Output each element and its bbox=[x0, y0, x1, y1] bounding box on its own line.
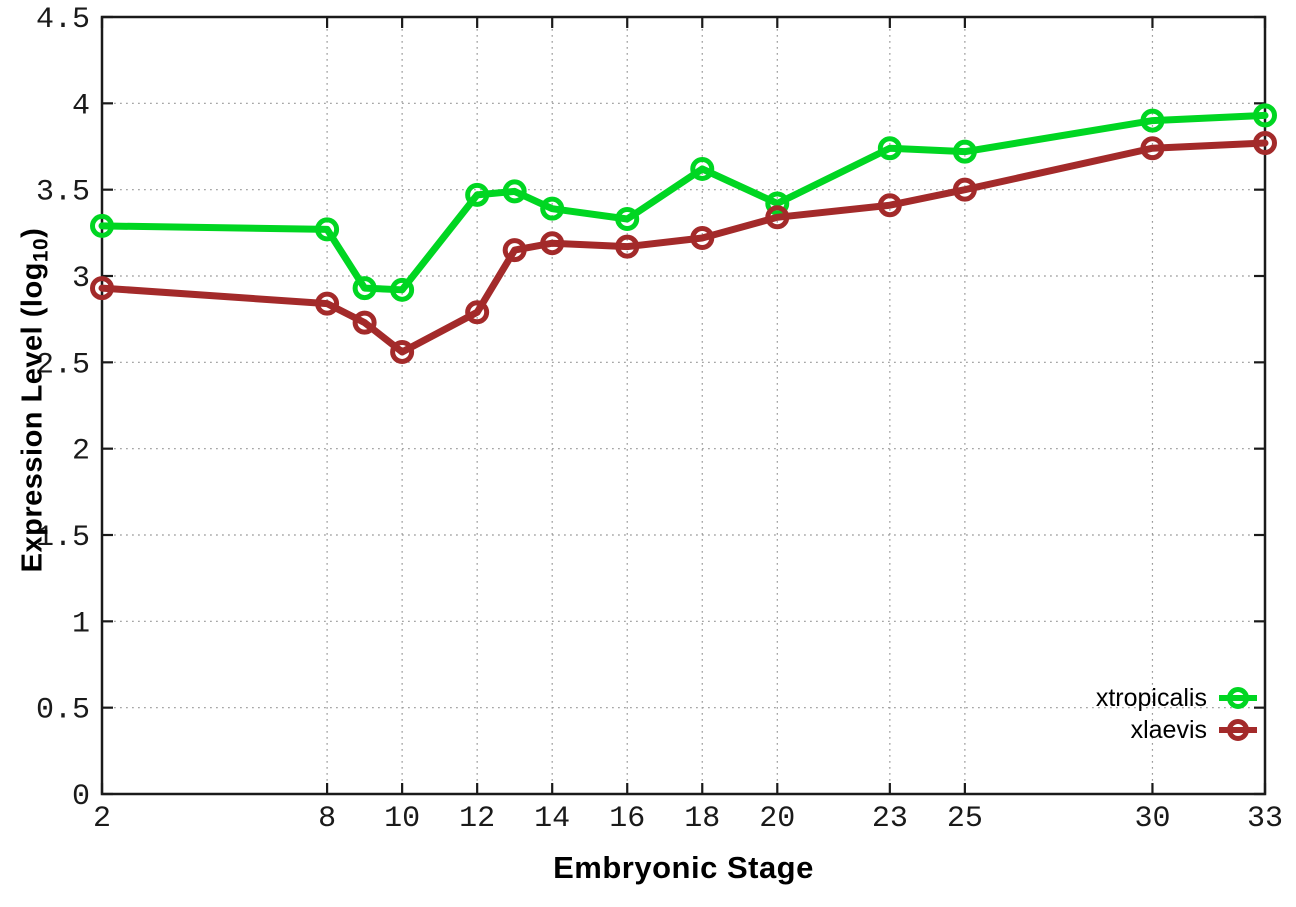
tick-marks bbox=[100, 15, 1267, 796]
data-point-xtropicalis bbox=[877, 136, 902, 161]
data-point-xtropicalis bbox=[315, 217, 340, 242]
data-point-xlaevis bbox=[315, 291, 340, 316]
data-point-xlaevis bbox=[765, 205, 790, 230]
data-point-xtropicalis bbox=[952, 139, 977, 164]
x-tick-label: 33 bbox=[1247, 802, 1283, 836]
x-tick-label: 20 bbox=[759, 802, 795, 836]
data-point-xlaevis bbox=[877, 193, 902, 218]
y-axis-title-main: Expression Level (log bbox=[16, 262, 49, 573]
series-xtropicalis bbox=[90, 103, 1277, 302]
data-point-xtropicalis bbox=[390, 277, 415, 302]
data-point-xlaevis bbox=[690, 226, 715, 251]
data-point-xtropicalis bbox=[615, 207, 640, 232]
data-point-xtropicalis bbox=[502, 179, 527, 204]
data-point-xlaevis bbox=[465, 300, 490, 325]
data-point-xlaevis bbox=[390, 339, 415, 364]
x-tick-label: 14 bbox=[534, 802, 570, 836]
legend-label-xtropicalis: xtropicalis bbox=[1095, 683, 1207, 712]
legend: xtropicalis xlaevis bbox=[1096, 683, 1260, 745]
y-tick-label: 4.5 bbox=[36, 3, 90, 37]
y-tick-label: 0 bbox=[72, 780, 90, 814]
x-tick-label: 10 bbox=[384, 802, 420, 836]
x-tick-label: 25 bbox=[947, 802, 983, 836]
line-marker-icon bbox=[1219, 719, 1257, 741]
data-point-xtropicalis bbox=[540, 196, 565, 221]
data-point-xlaevis bbox=[615, 234, 640, 259]
y-tick-label: 4 bbox=[72, 89, 90, 123]
data-point-xtropicalis bbox=[352, 276, 377, 301]
x-tick-label: 16 bbox=[609, 802, 645, 836]
data-point-xlaevis bbox=[90, 276, 114, 301]
y-axis-title-end: ) bbox=[16, 227, 49, 238]
data-point-xtropicalis bbox=[90, 213, 114, 238]
data-point-xlaevis bbox=[352, 310, 377, 335]
legend-label-xlaevis: xlaevis bbox=[1130, 715, 1207, 744]
data-point-xlaevis bbox=[1140, 136, 1165, 161]
legend-item-xlaevis: xlaevis bbox=[1096, 715, 1260, 745]
y-tick-label: 1.5 bbox=[36, 521, 90, 555]
x-tick-label: 23 bbox=[872, 802, 908, 836]
x-tick-label: 30 bbox=[1134, 802, 1170, 836]
y-tick-label: 2.5 bbox=[36, 348, 90, 382]
data-point-xlaevis bbox=[502, 238, 527, 263]
legend-item-xtropicalis: xtropicalis bbox=[1096, 683, 1260, 713]
x-tick-label: 18 bbox=[684, 802, 720, 836]
x-tick-label: 12 bbox=[459, 802, 495, 836]
y-tick-label: 0.5 bbox=[36, 694, 90, 728]
x-tick-labels: 2 8 10 12 14 16 18 20 23 25 30 33 bbox=[93, 802, 1283, 836]
y-tick-labels: 0 0.5 1 1.5 2 2.5 3 3.5 4 4.5 bbox=[36, 3, 90, 814]
data-point-xtropicalis bbox=[465, 182, 490, 207]
plot-frame bbox=[100, 15, 1267, 796]
x-tick-label: 2 bbox=[93, 802, 111, 836]
y-tick-label: 1 bbox=[72, 607, 90, 641]
data-point-xtropicalis bbox=[1253, 103, 1277, 128]
y-axis-title-subscript: 10 bbox=[29, 237, 53, 263]
series-xlaevis bbox=[90, 131, 1277, 364]
data-point-xlaevis bbox=[540, 231, 565, 256]
x-axis-title: Embryonic Stage bbox=[553, 850, 814, 885]
y-tick-label: 2 bbox=[72, 435, 90, 469]
data-point-xlaevis bbox=[1253, 131, 1277, 156]
line-marker-icon bbox=[1219, 687, 1257, 709]
data-point-xtropicalis bbox=[690, 156, 715, 181]
data-point-xlaevis bbox=[952, 177, 977, 202]
y-tick-label: 3.5 bbox=[36, 176, 90, 210]
data-point-xtropicalis bbox=[765, 191, 790, 216]
y-tick-label: 3 bbox=[72, 262, 90, 296]
y-axis-title: Expression Level (log10) bbox=[16, 227, 53, 573]
x-tick-label: 8 bbox=[318, 802, 336, 836]
data-point-xtropicalis bbox=[1140, 108, 1165, 133]
